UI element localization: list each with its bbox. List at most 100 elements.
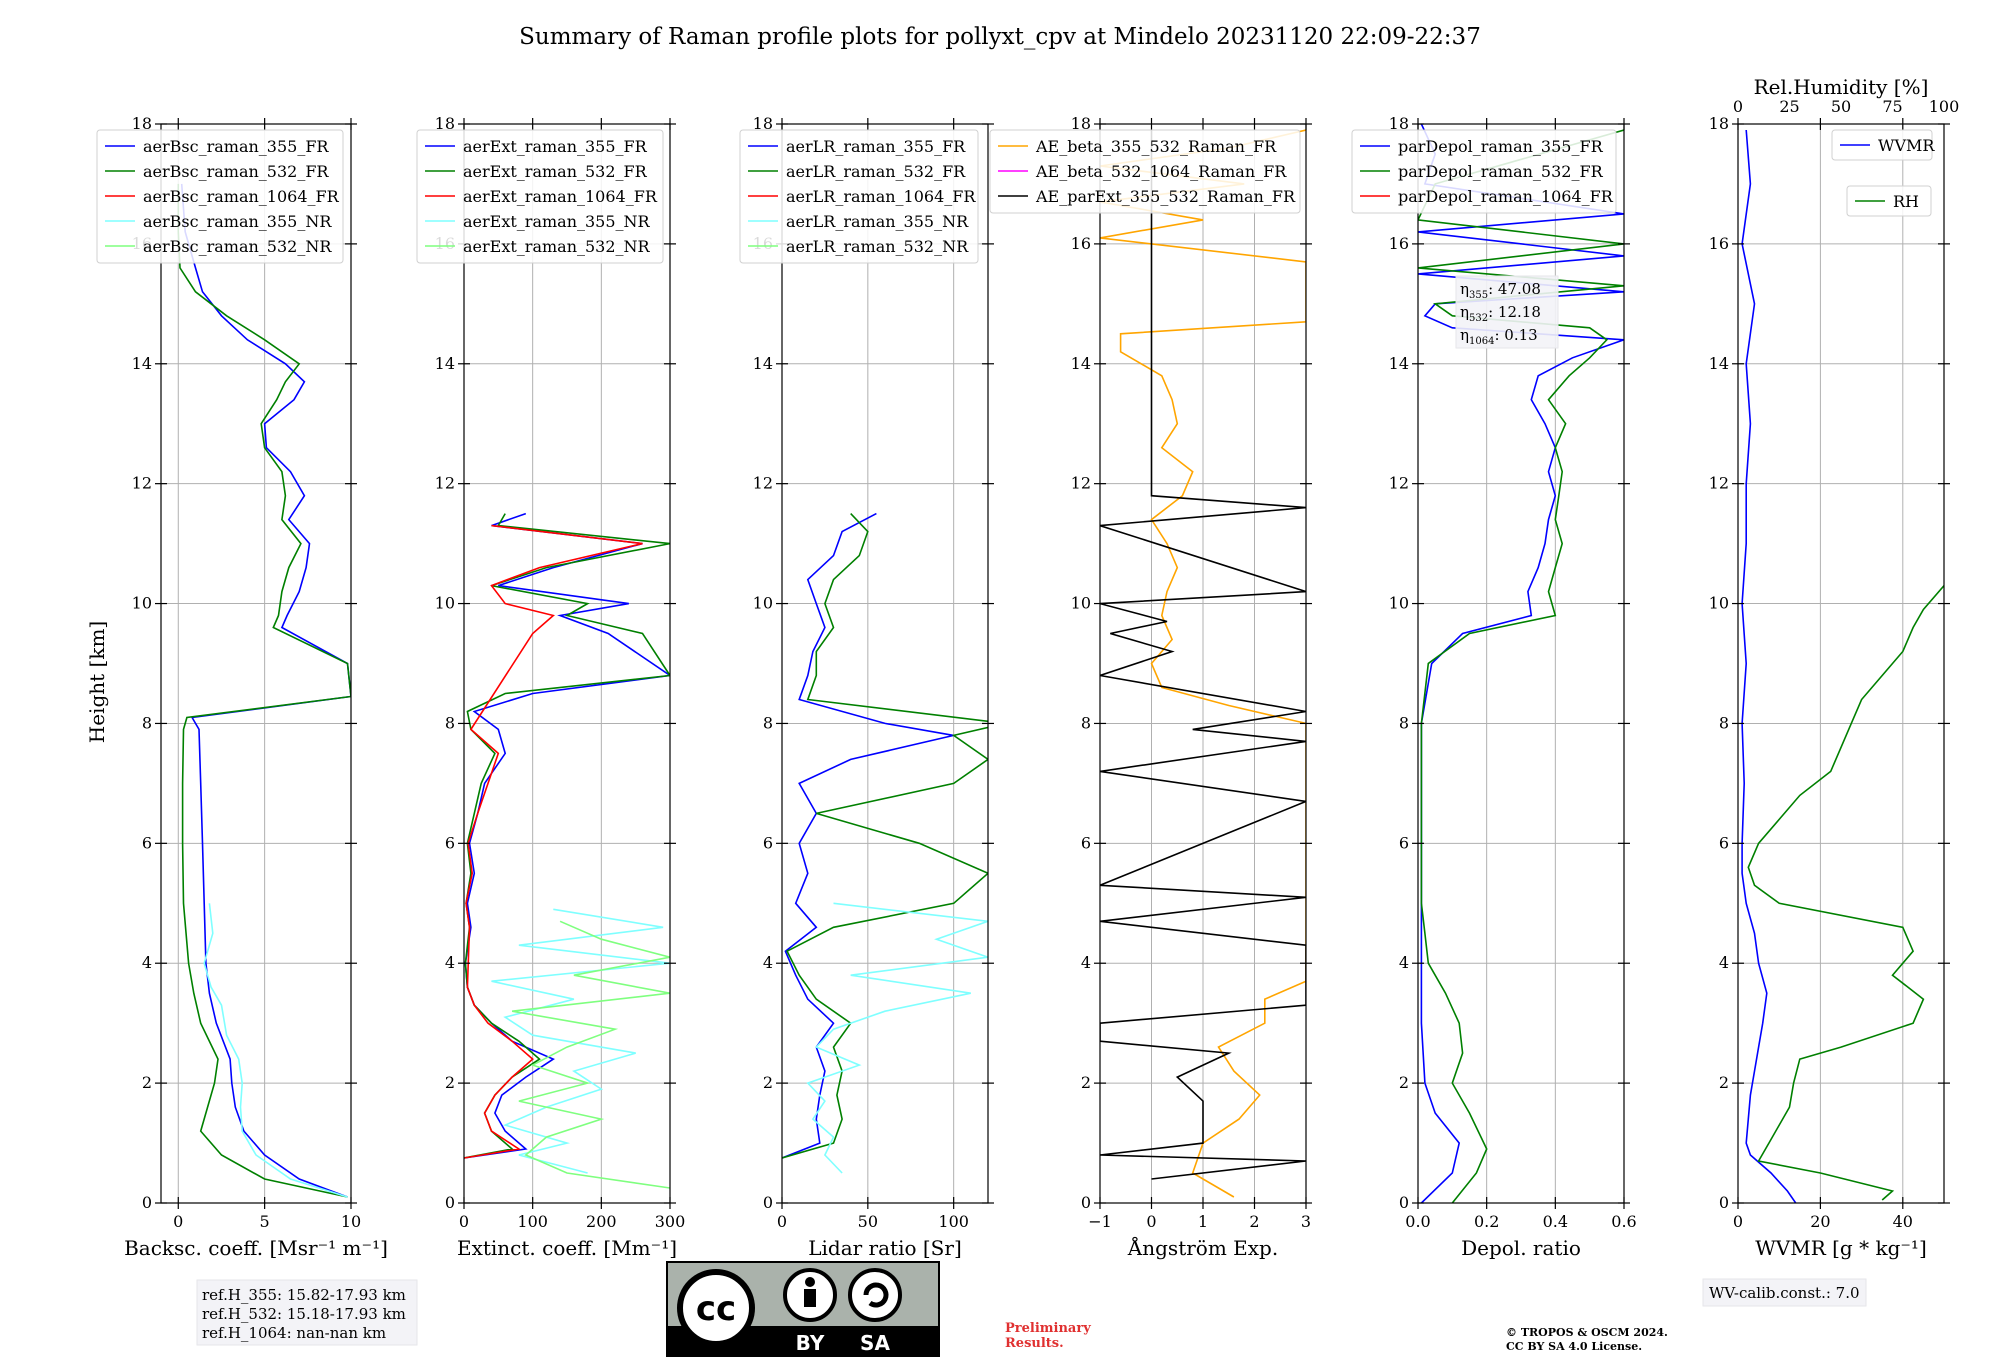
series-line-aerExt_raman_355_FR (464, 512, 670, 1159)
legend-entry: aerExt_raman_532_FR (463, 162, 648, 181)
axes-frame (1737, 123, 1945, 1204)
ref-height-355: ref.H_355: 15.82-17.93 km (202, 1286, 406, 1304)
series-line-aerExt_raman_532_NR (511, 920, 670, 1189)
legend-box (416, 129, 664, 264)
x-tick-label: 0 (173, 1212, 183, 1231)
legend-entry: aerBsc_raman_355_FR (143, 137, 329, 156)
series-line-aerBsc_raman_355_NR (203, 903, 348, 1198)
legend-entry: RH (1893, 192, 1919, 211)
x-tick-label: 200 (586, 1212, 617, 1231)
legend-entry: aerBsc_raman_532_NR (143, 237, 332, 256)
x-tick-label: 10 (341, 1212, 361, 1231)
legend-entry: aerBsc_raman_1064_FR (143, 187, 340, 206)
y-tick-label: 6 (1719, 833, 1729, 852)
y-tick-label: 4 (142, 953, 152, 972)
y-tick-label: 8 (1399, 713, 1409, 732)
ref-height-532: ref.H_532: 15.18-17.93 km (202, 1305, 406, 1323)
sa-label: SA (860, 1331, 890, 1355)
legend-entry: aerLR_raman_1064_FR (786, 187, 976, 206)
x-tick-label: 40 (1893, 1212, 1913, 1231)
preliminary-line-2: Results. (1005, 1336, 1064, 1351)
y-tick-label: 12 (132, 474, 152, 493)
y-tick-label: 0 (763, 1193, 773, 1212)
y-tick-label: 14 (132, 354, 152, 373)
legend-box (96, 129, 344, 264)
eta-box (1455, 275, 1559, 349)
series-line-aerLR_raman_355_NR (806, 902, 988, 1174)
top-x-axis-label: Rel.Humidity [%] (1754, 75, 1929, 99)
y-tick-label: 10 (1071, 594, 1091, 613)
axes-frame (781, 123, 989, 1204)
x-tick-label: 0 (459, 1212, 469, 1231)
y-tick-label: 10 (1389, 594, 1409, 613)
x-tick-label: −1 (1088, 1212, 1112, 1231)
axes-frame (160, 123, 352, 1204)
series-line-RH (1747, 585, 1944, 1201)
legend-entry: AE_beta_532_1064_Raman_FR (1035, 162, 1287, 181)
panel-3: 024681012141618050100Lidar ratio [Sr]aer… (739, 114, 994, 1260)
series-line-aerExt_raman_355_NR (491, 908, 670, 1174)
x-tick-label: 50 (858, 1212, 878, 1231)
y-tick-label: 8 (1081, 713, 1091, 732)
series-line-parDepol_raman_355_FR (1418, 124, 1624, 1203)
cc-by-sa-logo: cc BY SA (666, 1261, 940, 1357)
panel-2: 0246810121416180100200300Extinct. coeff.… (416, 114, 686, 1260)
axes-frame (463, 123, 671, 1204)
y-tick-label: 14 (1071, 354, 1091, 373)
legend-box (989, 129, 1301, 214)
y-tick-label: 8 (142, 713, 152, 732)
y-tick-label: 12 (435, 474, 455, 493)
y-tick-label: 6 (445, 833, 455, 852)
y-tick-label: 12 (1389, 474, 1409, 493)
x-tick-label: 5 (260, 1212, 270, 1231)
top-x-tick-label: 50 (1831, 97, 1851, 116)
series-line-aerBsc_raman_355_FR (180, 183, 351, 1198)
top-x-tick-label: 100 (1929, 97, 1960, 116)
y-tick-label: 6 (142, 833, 152, 852)
by-label: BY (796, 1331, 825, 1355)
series-line-aerExt_raman_532_FR (464, 513, 670, 1159)
legend-box (739, 129, 979, 264)
y-tick-label: 8 (763, 713, 773, 732)
y-tick-label: 18 (1071, 114, 1091, 133)
y-tick-label: 18 (132, 114, 152, 133)
y-tick-label: 12 (1071, 474, 1091, 493)
x-axis-label: Lidar ratio [Sr] (808, 1236, 962, 1260)
legend-entry: WVMR (1878, 136, 1935, 155)
figure-title: Summary of Raman profile plots for polly… (519, 24, 1481, 50)
y-tick-label: 2 (763, 1073, 773, 1092)
y-tick-label: 4 (445, 953, 455, 972)
x-tick-label: 100 (517, 1212, 548, 1231)
x-axis-label: WVMR [g * kg⁻¹] (1755, 1236, 1927, 1260)
series-line-WVMR (1741, 129, 1797, 1203)
x-tick-label: 2 (1249, 1212, 1259, 1231)
y-tick-label: 6 (763, 833, 773, 852)
series-line-aerLR_raman_532_FR (782, 513, 988, 1159)
y-tick-label: 12 (1709, 474, 1729, 493)
panel-5: 0 2 4 6 8 10 12 14 16 18 0.0 0.2 0.4 0.6 Depol. ratio p… (1351, 114, 1637, 1260)
x-tick-label: 3 (1301, 1212, 1311, 1231)
y-tick-label: 2 (1399, 1073, 1409, 1092)
y-tick-label: 18 (1709, 114, 1729, 133)
y-tick-label: 18 (435, 114, 455, 133)
y-tick-label: 2 (142, 1073, 152, 1092)
x-tick-label: 300 (655, 1212, 686, 1231)
y-tick-label: 2 (1719, 1073, 1729, 1092)
y-tick-label: 16 (1389, 234, 1409, 253)
legend-entry: parDepol_raman_532_FR (1398, 162, 1604, 181)
y-tick-label: 4 (763, 953, 773, 972)
x-tick-label: 1 (1198, 1212, 1208, 1231)
y-tick-label: 16 (1071, 234, 1091, 253)
legend-entry: parDepol_raman_1064_FR (1398, 187, 1614, 206)
series-line-AE_parExt_355_532_Raman_FR (1100, 130, 1306, 1180)
x-tick-label: 0.4 (1543, 1212, 1568, 1231)
legend-entry: aerLR_raman_355_FR (786, 137, 966, 156)
x-tick-label: 20 (1810, 1212, 1830, 1231)
eta-1064: η1064: 0.13 (1460, 326, 1538, 347)
legend-entry: aerBsc_raman_532_FR (143, 162, 329, 181)
legend-entry: AE_parExt_355_532_Raman_FR (1035, 187, 1296, 206)
x-axis-label: Depol. ratio (1461, 1236, 1581, 1260)
y-tick-label: 8 (445, 713, 455, 732)
y-tick-label: 4 (1081, 953, 1091, 972)
